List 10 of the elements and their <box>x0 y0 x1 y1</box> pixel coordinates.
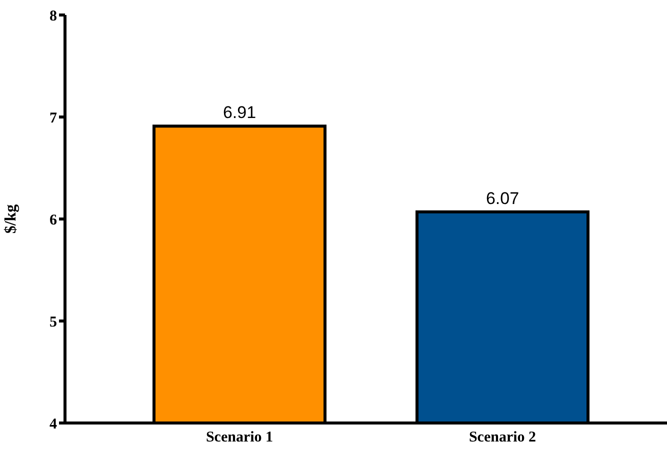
data-label: 6.07 <box>486 188 520 208</box>
data-label: 6.91 <box>222 103 256 122</box>
y-tick-label: 8 <box>50 8 57 24</box>
y-tick-label: 6 <box>50 212 58 228</box>
x-tick-label: Scenario 1 <box>206 430 274 446</box>
y-axis-title: $/kg <box>2 204 20 234</box>
x-tick-label: Scenario 2 <box>468 430 536 446</box>
y-tick-label: 5 <box>50 314 57 330</box>
y-tick-label: 4 <box>50 416 58 432</box>
y-tick-label: 7 <box>50 110 58 126</box>
